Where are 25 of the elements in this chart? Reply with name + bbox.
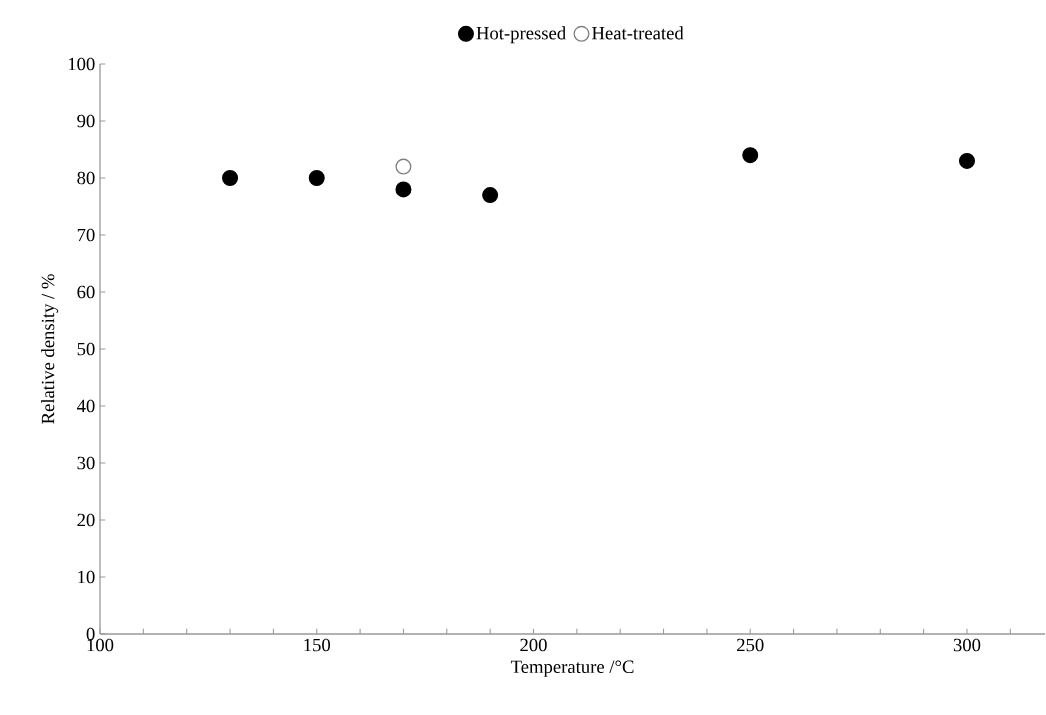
- point: [222, 169, 239, 186]
- y-axis-title: Relative density / %: [41, 274, 59, 424]
- y-tick-label: 40: [76, 399, 95, 413]
- y-tick-label: 70: [77, 228, 95, 242]
- x-axis-title: Temperature /°C: [510, 660, 634, 677]
- point: [395, 181, 412, 198]
- y-tick-label: 90: [77, 114, 95, 128]
- legend-label: Hot-pressed: [476, 26, 566, 44]
- y-tick-label: 50: [77, 342, 95, 356]
- y-tick-label: 20: [77, 513, 95, 527]
- y-tick-label: 80: [77, 171, 95, 185]
- x-tick-label: 250: [737, 638, 764, 652]
- x-tick-label: 300: [953, 638, 981, 652]
- x-tick-label: 200: [520, 638, 547, 652]
- point: [308, 169, 325, 186]
- y-tick-label: 60: [77, 285, 95, 299]
- y-tick-label: 30: [77, 456, 95, 470]
- point: [395, 158, 412, 175]
- point: [958, 152, 975, 169]
- point: [742, 147, 759, 164]
- legend-label: Heat-treated: [592, 26, 684, 40]
- x-tick-label: 150: [304, 638, 331, 652]
- y-tick-label: 10: [78, 570, 95, 584]
- y-tick-label: 100: [68, 57, 95, 71]
- point: [482, 187, 499, 204]
